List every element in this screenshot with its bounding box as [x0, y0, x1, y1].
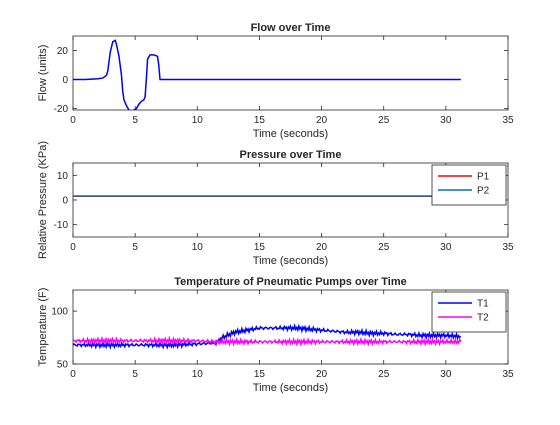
chart-2-legend-box — [431, 291, 507, 333]
chart-0-axes-box — [72, 35, 509, 111]
chart-0-x-tick-label: 30 — [440, 115, 452, 126]
chart-0-y-tick-label: 20 — [57, 46, 69, 57]
chart-0-x-tick-label: 10 — [192, 115, 204, 126]
chart-1-y-tick-label: 0 — [62, 196, 68, 207]
chart-2-x-tick-label: 15 — [254, 369, 266, 380]
chart-1-x-tick-label: 35 — [502, 242, 514, 253]
chart-2-x-axis-label: Time (seconds) — [253, 382, 328, 394]
chart-1-y-tick-label: 10 — [57, 171, 69, 182]
chart-1-x-tick-label: 5 — [132, 242, 138, 253]
chart-0-title: Flow over Time — [251, 22, 331, 34]
chart-0-x-tick-label: 5 — [132, 115, 138, 126]
chart-1-x-tick-label: 0 — [70, 242, 76, 253]
chart-2-x-tick-label: 35 — [502, 369, 514, 380]
chart-1-x-axis-label: Time (seconds) — [253, 255, 328, 267]
chart-0-x-tick-label: 20 — [316, 115, 328, 126]
chart-1-title: Pressure over Time — [240, 149, 342, 161]
chart-0-y-tick-label: 0 — [62, 75, 68, 86]
chart-2-x-tick-label: 20 — [316, 369, 328, 380]
chart-2-x-tick-label: 0 — [70, 369, 76, 380]
chart-1-y-tick-label: -10 — [54, 220, 69, 231]
chart-0-series-flow-line — [73, 39, 461, 110]
chart-1-x-tick-label: 20 — [316, 242, 328, 253]
chart-0-x-tick-label: 0 — [70, 115, 76, 126]
chart-1-x-tick-label: 10 — [192, 242, 204, 253]
chart-1-x-tick-label: 25 — [378, 242, 390, 253]
chart-1-legend-label-p1: P1 — [477, 172, 490, 183]
chart-1-y-axis-label: Relative Pressure (KPa) — [37, 141, 49, 259]
chart-2-y-tick-label: 50 — [57, 360, 69, 371]
chart-2-legend-label-t2: T2 — [477, 313, 489, 324]
chart-1-legend-box — [431, 164, 507, 206]
chart-2-group: 0 5 10 15 20 25 30 35 50 100 Temperature of Pneuma… — [37, 276, 514, 394]
chart-2-x-tick-label: 25 — [378, 369, 390, 380]
chart-2-x-tick-label: 10 — [192, 369, 204, 380]
chart-1-legend-label-p2: P2 — [477, 186, 490, 197]
chart-2-x-tick-label: 5 — [132, 369, 138, 380]
chart-0-x-axis-label: Time (seconds) — [253, 128, 328, 140]
chart-2-series-t2-line — [73, 335, 462, 347]
chart-2-x-tick-label: 30 — [440, 369, 452, 380]
chart-2-title: Temperature of Pneumatic Pumps over Time — [174, 276, 407, 288]
chart-0-x-tick-label: 25 — [378, 115, 390, 126]
chart-0-y-tick-label: -20 — [54, 104, 69, 115]
chart-2-y-axis-label: Temperature (F) — [37, 288, 49, 367]
chart-2-series-t1-line — [73, 323, 462, 351]
chart-0-x-tick-label: 15 — [254, 115, 266, 126]
chart-2-y-tick-label: 100 — [51, 307, 68, 318]
chart-1-x-tick-label: 30 — [440, 242, 452, 253]
chart-0-y-axis-label: Flow (units) — [37, 45, 49, 102]
chart-1-x-tick-label: 15 — [254, 242, 266, 253]
chart-0-x-tick-label: 35 — [502, 115, 514, 126]
chart-2-legend-label-t1: T1 — [477, 299, 489, 310]
